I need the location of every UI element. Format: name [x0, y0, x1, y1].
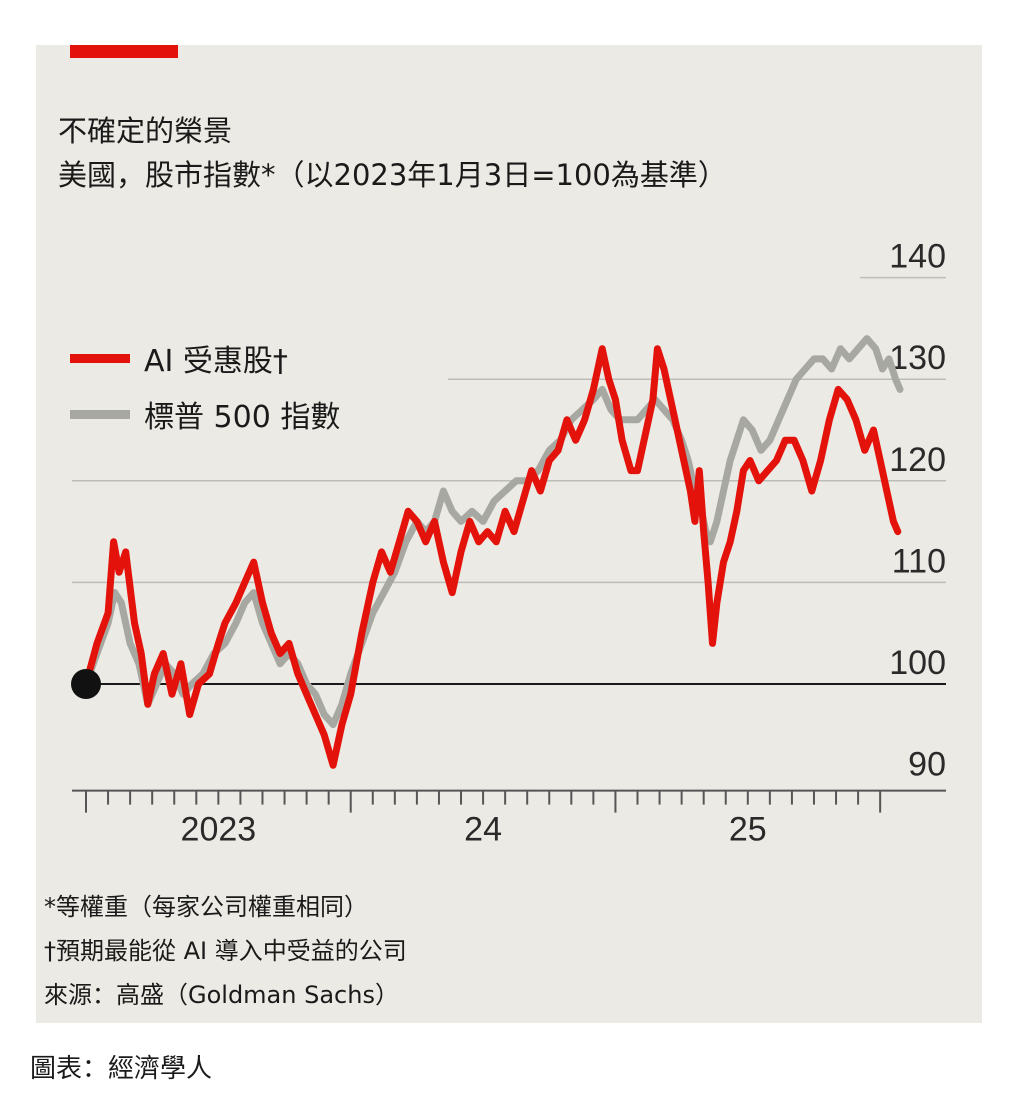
y-tick-label-100: 100: [889, 644, 946, 682]
legend-item-ai: AI 受惠股†: [70, 330, 340, 386]
y-tick-label-140: 140: [889, 238, 946, 276]
legend-swatch-ai: [70, 353, 130, 363]
x-tick-label: 25: [729, 811, 767, 849]
legend-label-ai: AI 受惠股†: [144, 344, 288, 379]
footnote-ai-definition: †預期最能從 AI 導入中受益的公司: [44, 937, 407, 965]
y-tick-label-90: 90: [908, 746, 946, 784]
footnote-weighting: *等權重（每家公司權重相同）: [44, 893, 368, 921]
y-tick-label-110: 110: [892, 542, 946, 580]
chart-subtitle: 美國，股市指數*（以2023年1月3日=100為基準）: [58, 158, 727, 192]
series-line-sp500: [82, 335, 904, 729]
x-tick-label: 24: [464, 811, 502, 849]
series-line-ai: [82, 345, 902, 769]
chart-title: 不確定的榮景: [58, 114, 233, 148]
x-tick-label: 2023: [181, 811, 257, 849]
y-tick-label-130: 130: [889, 339, 946, 377]
source-note: 來源：高盛（Goldman Sachs）: [44, 981, 399, 1009]
start-point-marker: [71, 669, 101, 699]
y-tick-label-120: 120: [889, 441, 946, 479]
legend-swatch-sp500: [70, 409, 130, 419]
legend-item-sp500: 標普 500 指數: [70, 386, 340, 442]
legend: AI 受惠股† 標普 500 指數: [70, 330, 340, 442]
legend-label-sp500: 標普 500 指數: [144, 400, 341, 435]
accent-bar: [70, 45, 178, 58]
footnotes: *等權重（每家公司權重相同） †預期最能從 AI 導入中受益的公司 來源：高盛（…: [44, 885, 407, 1017]
chart-panel: [36, 45, 982, 1023]
chart-credit: 圖表：經濟學人: [30, 1054, 213, 1084]
